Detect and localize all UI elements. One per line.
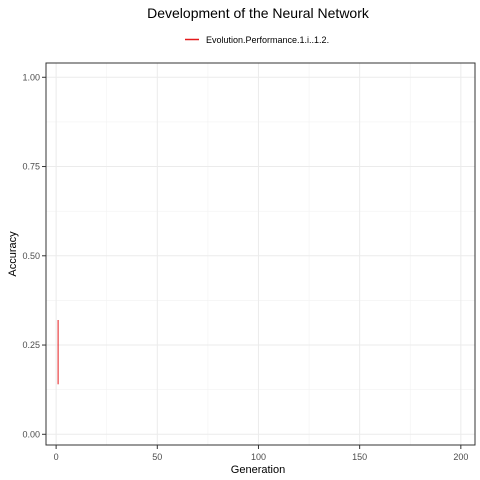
- x-tick-label: 0: [54, 452, 59, 462]
- grid-major: [46, 63, 475, 445]
- y-tick-label: 0.50: [22, 251, 40, 261]
- legend-label: Evolution.Performance.1.i..1.2.: [206, 35, 329, 45]
- chart-title: Development of the Neural Network: [147, 5, 370, 21]
- y-tick-label: 1.00: [22, 72, 40, 82]
- x-axis-title: Generation: [231, 464, 285, 476]
- grid-minor: [46, 63, 475, 445]
- plot-border: [45, 62, 476, 446]
- y-tick-label: 0.00: [22, 429, 40, 439]
- x-axis-ticks: 0 50 100 150 200: [54, 445, 468, 462]
- y-tick-label: 0.25: [22, 340, 40, 350]
- x-tick-label: 150: [352, 452, 367, 462]
- y-tick-label: 0.75: [22, 162, 40, 172]
- x-tick-label: 50: [152, 452, 162, 462]
- x-tick-label: 100: [251, 452, 266, 462]
- x-tick-label: 200: [453, 452, 468, 462]
- y-axis-title: Accuracy: [7, 231, 19, 277]
- legend: Evolution.Performance.1.i..1.2.: [185, 35, 329, 45]
- plot-panel: [46, 63, 475, 445]
- y-axis-ticks: 0.00 0.25 0.50 0.75 1.00: [22, 72, 46, 439]
